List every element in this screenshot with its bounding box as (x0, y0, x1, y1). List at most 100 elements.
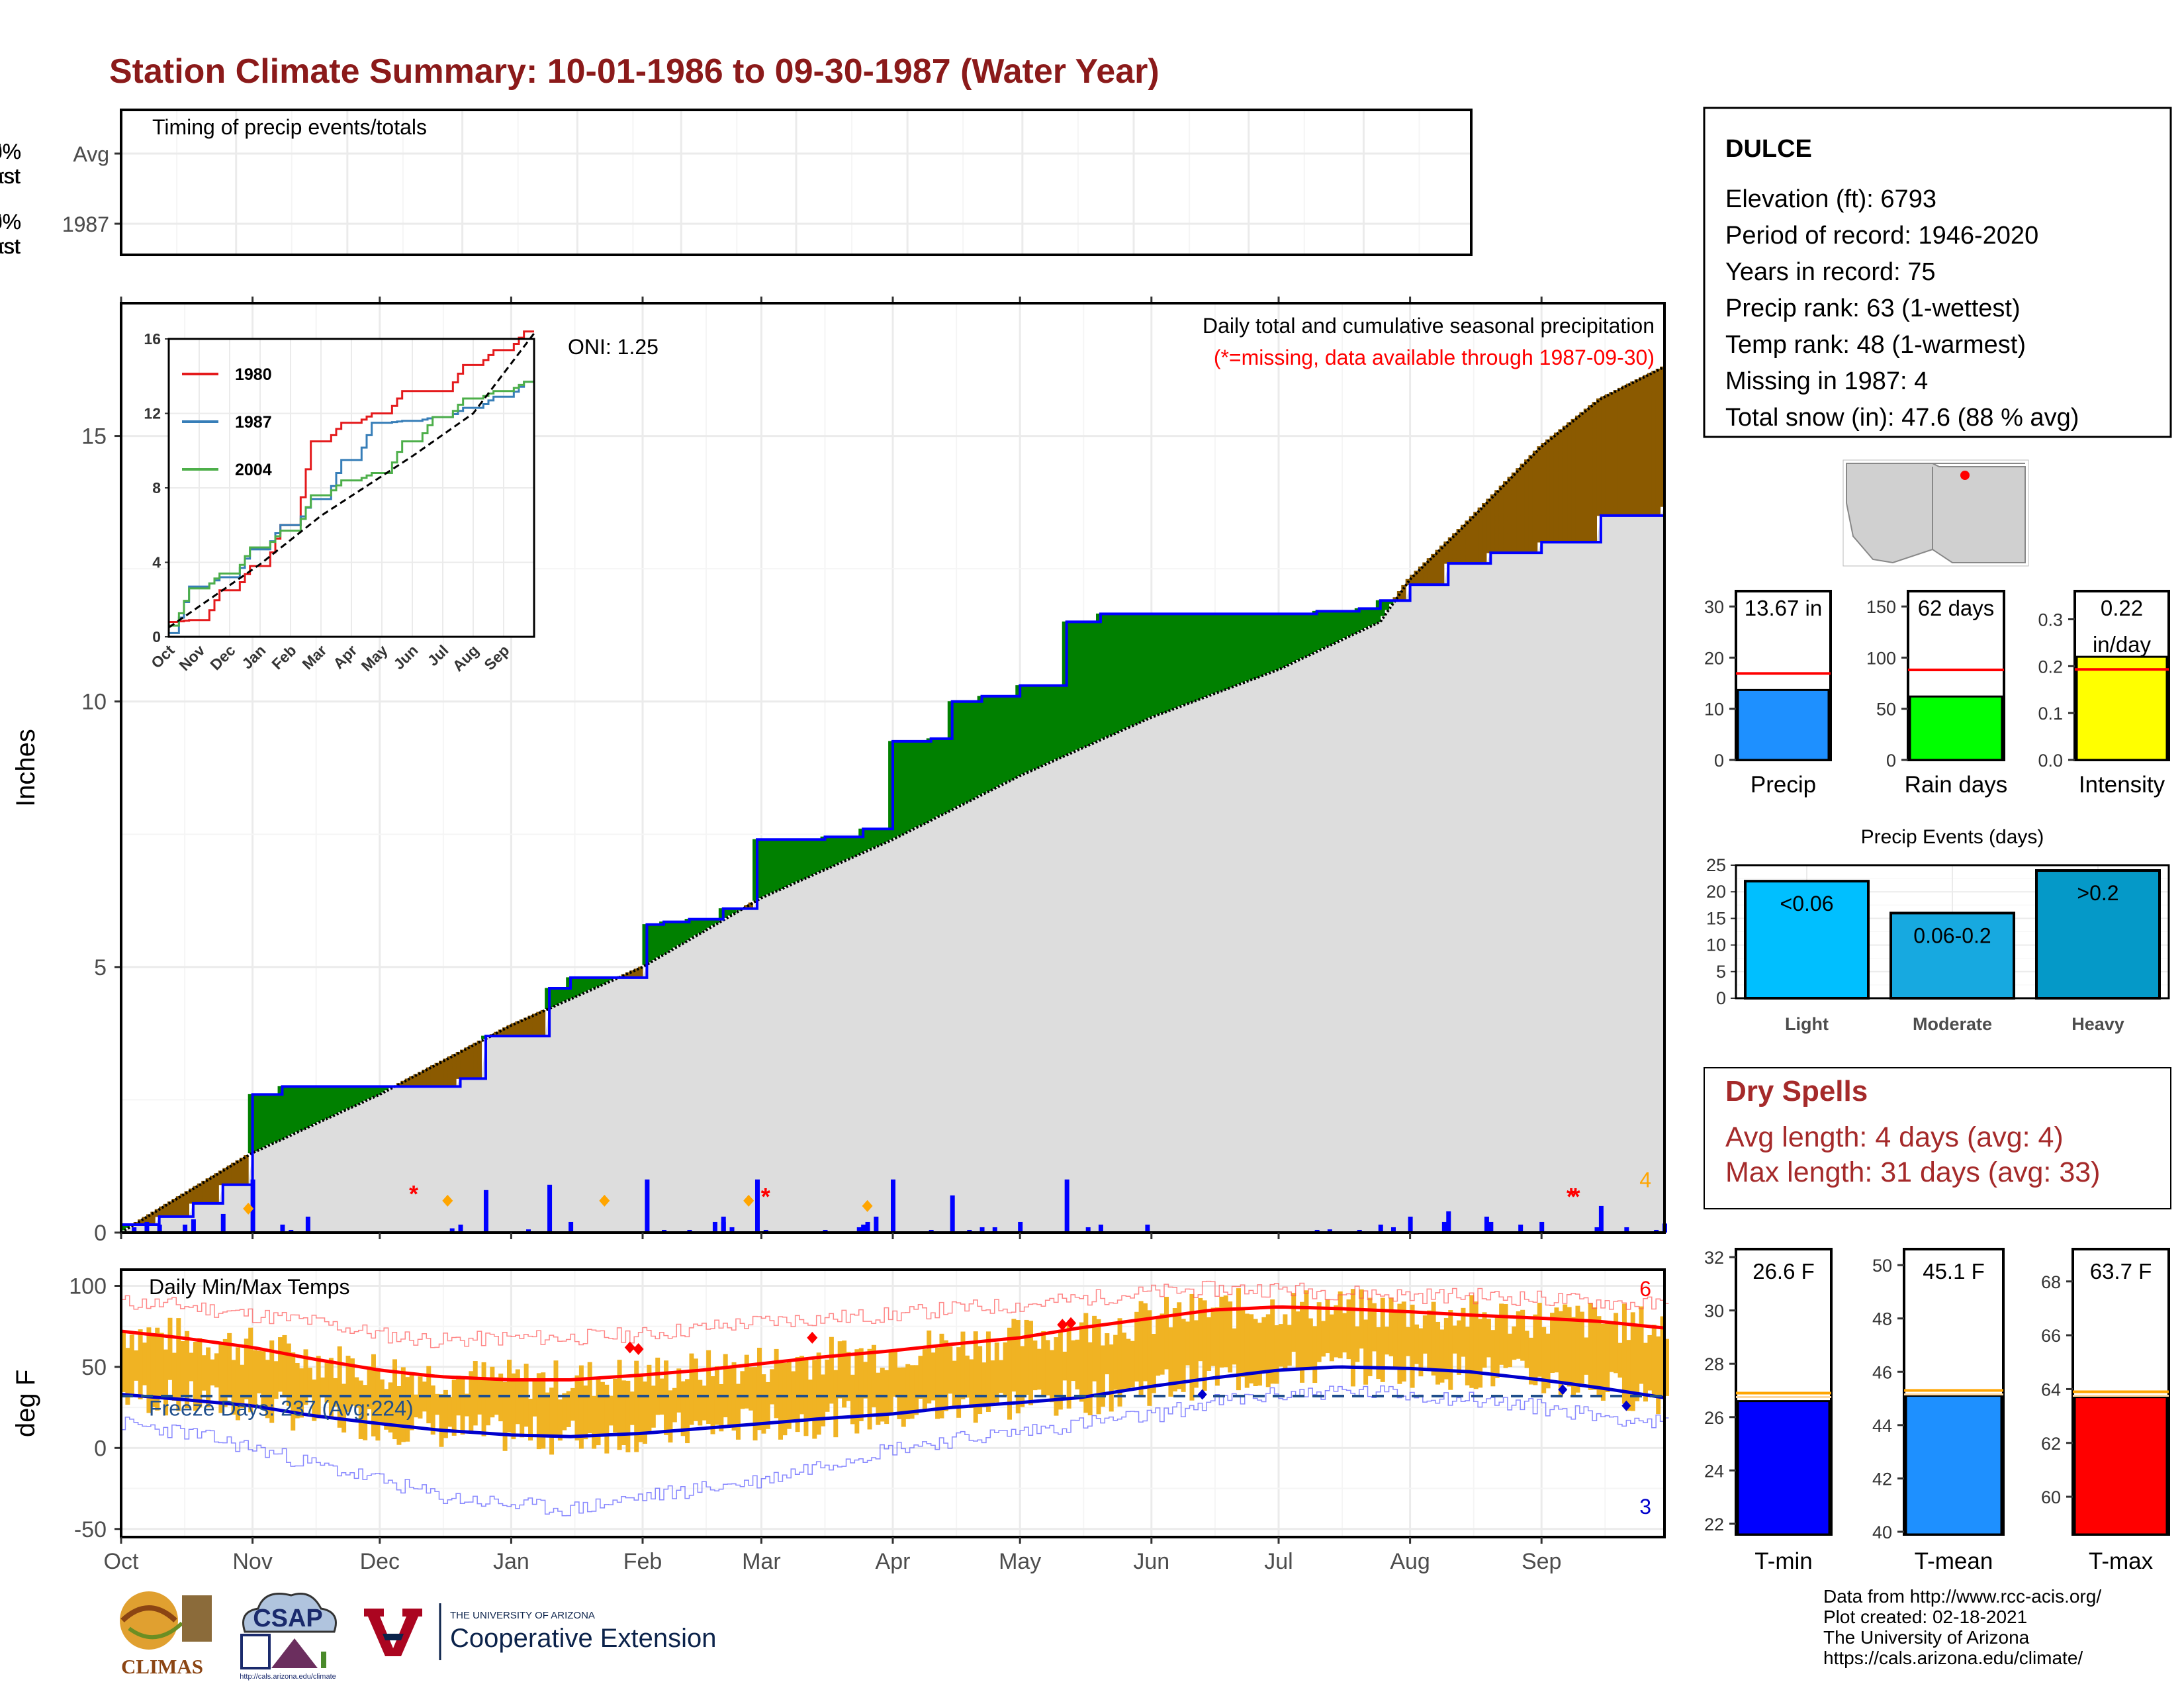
precip-subtitle: Daily total and cumulative seasonal prec… (1203, 314, 1655, 338)
daily-temp-bar (1219, 1296, 1224, 1368)
daily-temp-bar (795, 1356, 800, 1432)
daily-temp-bar (456, 1376, 461, 1416)
daily-precip-bar (891, 1179, 895, 1233)
events-ytick-label: 5 (1716, 962, 1726, 982)
daily-temp-bar (460, 1376, 465, 1435)
daily-temp-bar (549, 1387, 555, 1455)
daily-temp-bar (939, 1333, 944, 1419)
timing-panel: 25%50%75%FirstLastAvg25%50%75%FirstLast1… (0, 110, 1511, 258)
daily-temp-bar (1138, 1301, 1144, 1396)
inset-ytick-label: 8 (152, 479, 161, 496)
daily-temp-bar (1664, 1338, 1669, 1396)
daily-temp-bar (1134, 1311, 1140, 1382)
daily-precip-bar (721, 1216, 726, 1233)
daily-temp-bar (515, 1369, 520, 1425)
daily-temp-bar (443, 1389, 448, 1438)
daily-temp-bar (1380, 1297, 1385, 1382)
summary-bar-tick-label: 0.0 (2038, 751, 2063, 771)
daily-temp-bar (185, 1331, 190, 1409)
inset-ytick-label: 12 (144, 405, 161, 422)
daily-temp-bar (244, 1338, 249, 1399)
record-low-line (121, 1385, 1669, 1517)
timing-heading: Timing of precip events/totals (152, 115, 427, 139)
daily-temp-bar (761, 1374, 766, 1434)
daily-temp-bar (1087, 1342, 1093, 1416)
daily-temp-bar (1499, 1303, 1504, 1365)
daily-temp-bar (1279, 1324, 1283, 1367)
daily-temp-bar (303, 1349, 308, 1405)
daily-precip-bar (979, 1227, 985, 1233)
daily-temp-bar (1054, 1337, 1059, 1416)
daily-temp-bar (180, 1340, 185, 1397)
temp-heading: Daily Min/Max Temps (149, 1275, 349, 1299)
daily-temp-bar (1185, 1321, 1191, 1366)
daily-temp-bar (1401, 1301, 1406, 1382)
daily-temp-bar (583, 1385, 588, 1440)
daily-precip-bar (449, 1228, 455, 1233)
timing-p50-label: 50% (0, 210, 21, 234)
csap-wordmark: CSAP (253, 1605, 323, 1632)
daily-precip-bar (1327, 1229, 1332, 1233)
daily-temp-bar (1041, 1331, 1046, 1397)
daily-temp-bar (1528, 1337, 1533, 1385)
summary-bar-value-label: 13.67 in (1745, 596, 1822, 620)
daily-precip-bar (1518, 1224, 1524, 1233)
station-info-line: Missing in 1987: 4 (1725, 367, 1928, 395)
inset-ytick-label: 16 (144, 330, 161, 348)
daily-precip-bar (992, 1227, 997, 1233)
daily-temp-bar (227, 1333, 232, 1398)
daily-precip-bar (950, 1195, 955, 1233)
summary-bar-label: Intensity (2079, 772, 2165, 798)
daily-temp-bar (1660, 1316, 1665, 1397)
normal-min-line (120, 1365, 1665, 1438)
events-ytick-label: 15 (1706, 908, 1726, 928)
daily-temp-bar (680, 1381, 686, 1436)
daily-temp-bar (1156, 1317, 1161, 1376)
month-label: Jun (1133, 1549, 1169, 1574)
daily-temp-bar (536, 1373, 541, 1450)
dry-spells-box: Dry Spells Avg length: 4 days (avg: 4) M… (1704, 1067, 2171, 1209)
daily-temp-bar (1020, 1346, 1025, 1407)
daily-temp-bar (269, 1340, 275, 1423)
daily-temp-bar (1621, 1303, 1627, 1404)
inset-series-line (169, 330, 534, 623)
daily-temp-bar (1189, 1293, 1195, 1401)
daily-temp-bar (328, 1358, 334, 1419)
station-info-line: Elevation (ft): 6793 (1725, 185, 1936, 213)
daily-temp-bar (511, 1373, 516, 1440)
inset-series-line (169, 381, 534, 634)
daily-precip-bar (547, 1184, 553, 1233)
missing-note: (*=missing, data available through 1987-… (1214, 346, 1655, 369)
daily-temp-bar (1533, 1314, 1538, 1385)
record-high-count: 6 (1639, 1277, 1651, 1301)
temp-bar-tick-label: 46 (1872, 1362, 1892, 1382)
daily-temp-bar (1410, 1304, 1415, 1388)
daily-temp-bar (189, 1352, 194, 1382)
temperature-bars: 26.6 F 22 24 26 28 30 32 T-min 45.1 F 40 42 44 46 48 5… (1704, 1248, 2170, 1574)
summary-bar-tick-label: 0.3 (2038, 610, 2063, 630)
daily-temp-bar (1443, 1317, 1449, 1380)
daily-temp-bar (1571, 1317, 1576, 1397)
daily-temp-bar (723, 1354, 728, 1418)
daily-temp-bar (574, 1375, 580, 1441)
daily-temp-bar (520, 1380, 525, 1438)
daily-temp-bar (927, 1330, 932, 1404)
ua-logo: THE UNIVERSITY OF ARIZONA Cooperative Ex… (357, 1595, 781, 1668)
csap-logo: CSAP http://cals.arizona.edu/climate (232, 1585, 344, 1681)
daily-temp-bar (291, 1352, 296, 1431)
daily-temp-bar (765, 1382, 770, 1429)
daily-precip-bar (967, 1229, 972, 1233)
daily-temp-bar (731, 1362, 737, 1431)
daily-temp-bar (1007, 1327, 1012, 1420)
daily-temp-bar (931, 1352, 936, 1401)
daily-temp-bar (1605, 1322, 1610, 1393)
daily-temp-bar (1003, 1342, 1008, 1396)
daily-temp-bar (435, 1393, 440, 1415)
daily-temp-bar (405, 1377, 410, 1442)
daily-temp-bar (850, 1374, 855, 1425)
daily-temp-bar (257, 1350, 262, 1393)
daily-temp-bar (278, 1337, 283, 1392)
daily-temp-bar (1355, 1326, 1360, 1362)
daily-temp-bar (651, 1385, 656, 1428)
daily-temp-bar (418, 1376, 423, 1419)
